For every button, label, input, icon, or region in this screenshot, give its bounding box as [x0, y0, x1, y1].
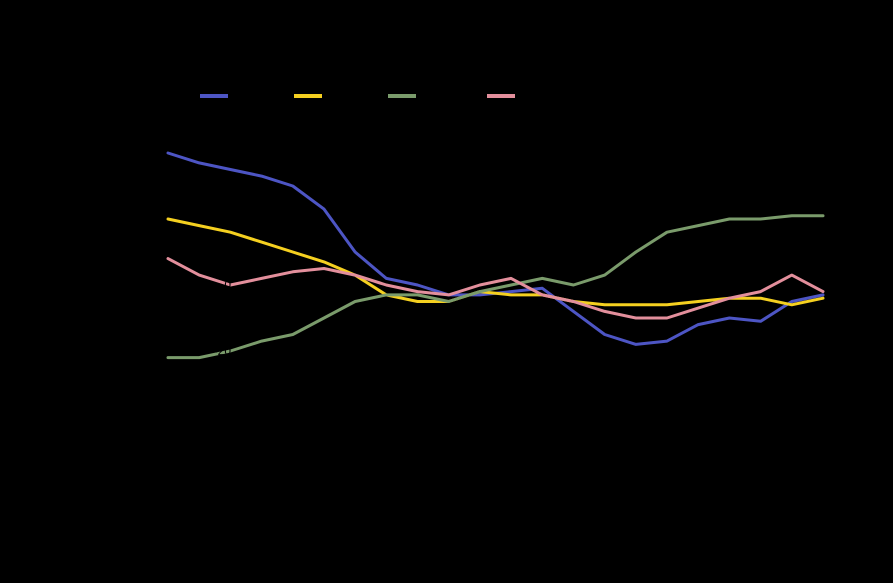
legend-item-suomi: Suomi [200, 88, 272, 103]
y-tick-label: -10 [181, 311, 231, 325]
y-tick-label: -50 [181, 443, 231, 457]
legend-item-alankomaat: Alankomaat [487, 88, 591, 103]
x-tick-label: 2010 [498, 456, 525, 470]
footer-site: eurojatalous.fi [168, 525, 524, 539]
legend-swatch [294, 94, 322, 98]
y-tick-label: -20 [181, 344, 231, 358]
legend-label: Itävalta [423, 88, 465, 103]
x-tick-label: 2020 [810, 456, 837, 470]
footer-source: Lähteet: Maailmanpankki (WITS-tietokanta… [168, 496, 524, 510]
y-tick-label: -40 [181, 410, 231, 424]
y-tick-label: 40 [181, 146, 231, 160]
plot-area [168, 120, 823, 450]
series-line-suomi [168, 153, 823, 344]
chart-svg [168, 120, 823, 450]
x-tick-label: 2005 [342, 456, 369, 470]
line-chart-container: Kuvio 8. Suomen markkinaosuus euroalueen… [0, 0, 893, 583]
y-tick-label: 0 [181, 278, 231, 292]
chart-legend: Suomi Ruotsi Itävalta Alankomaat [200, 88, 590, 103]
chart-subtitle: Suomen markkinaosuus euroalueen tavaratu… [168, 54, 641, 70]
legend-label: Ruotsi [329, 88, 366, 103]
legend-swatch [200, 94, 228, 98]
legend-item-ruotsi: Ruotsi [294, 88, 366, 103]
legend-label: Alankomaat [522, 88, 591, 103]
y-tick-label: 10 [181, 245, 231, 259]
series-line-itävalta [168, 216, 823, 358]
legend-label: Suomi [235, 88, 272, 103]
legend-item-itavalta: Itävalta [388, 88, 465, 103]
legend-swatch [388, 94, 416, 98]
chart-title: Kuvio 8. [168, 28, 238, 49]
footer-date: 21.6.2022 [168, 511, 524, 525]
y-tick-label: 50 [181, 113, 231, 127]
x-tick-label: 2000 [186, 456, 213, 470]
y-tick-label: -30 [181, 377, 231, 391]
y-tick-label: 30 [181, 179, 231, 193]
footer-id: 20308@ETKKKkuvio8 [168, 539, 524, 551]
x-tick-label: 2015 [654, 456, 681, 470]
series-line-ruotsi [168, 219, 823, 305]
y-tick-label: 20 [181, 212, 231, 226]
chart-footer: Lähteet: Maailmanpankki (WITS-tietokanta… [168, 496, 524, 551]
legend-swatch [487, 94, 515, 98]
